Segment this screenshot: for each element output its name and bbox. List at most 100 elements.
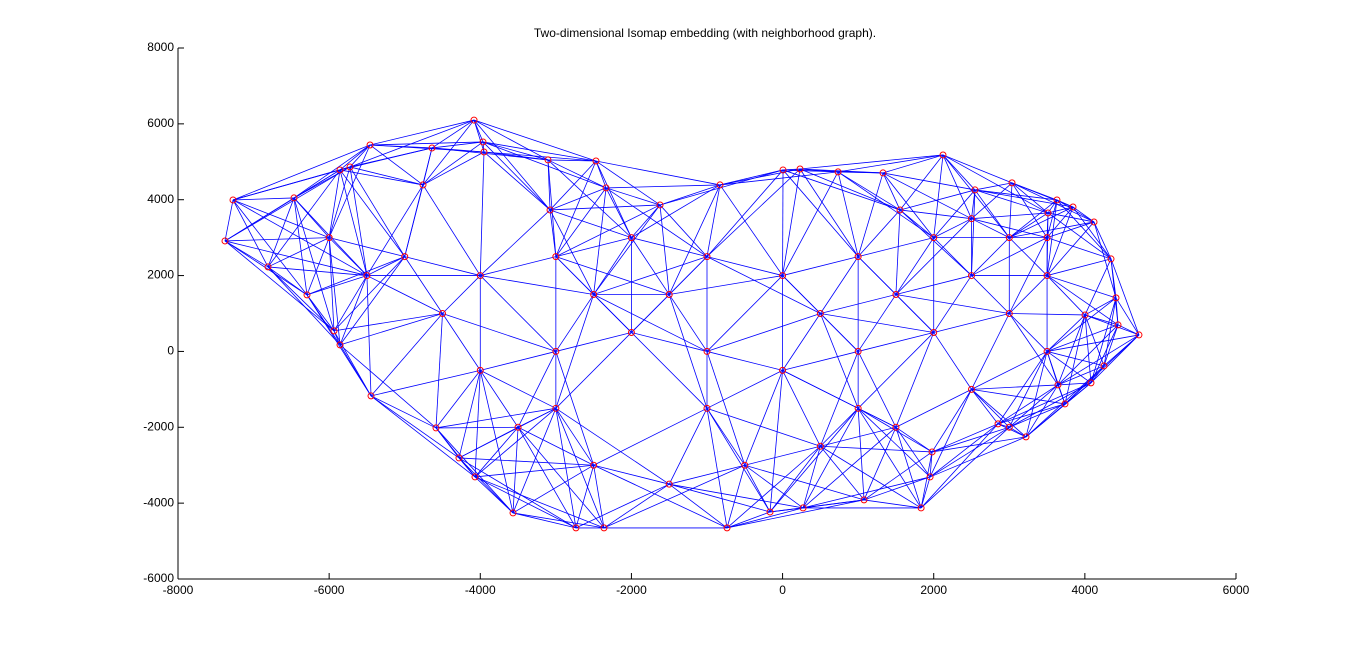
graph-edge (474, 464, 594, 478)
point (1061, 400, 1069, 408)
graph-edge (719, 168, 801, 186)
graph-edge (857, 408, 922, 509)
graph-edge (706, 408, 771, 513)
graph-edge (349, 166, 424, 186)
point (432, 424, 440, 432)
graph-edge (458, 457, 577, 529)
graph-edge (882, 154, 944, 174)
graph-edge (802, 476, 931, 509)
graph-edge (997, 423, 1027, 438)
point (480, 148, 488, 156)
graph-edge (293, 197, 335, 332)
graph-edge (782, 313, 821, 371)
graph-edge (575, 465, 595, 529)
graph-edge (1009, 199, 1058, 238)
point (1005, 423, 1013, 431)
graph-edge (974, 189, 1074, 208)
point (592, 157, 600, 165)
graph-edge (1009, 237, 1048, 276)
graph-edge (631, 184, 721, 238)
point (552, 404, 560, 412)
y-tick-label: 2000 (147, 268, 174, 282)
graph-edge (480, 275, 594, 295)
graph-edge (1025, 351, 1048, 438)
graph-edge (706, 256, 821, 314)
graph-edge (1009, 221, 1095, 239)
graph-edge (920, 426, 1010, 509)
point (439, 310, 446, 317)
graph-edge (224, 240, 335, 332)
graph-edge (668, 184, 721, 295)
y-tick-label: 6000 (147, 116, 174, 130)
graph-edge (706, 184, 721, 257)
graph-edge (782, 169, 859, 257)
graph-edge (895, 209, 901, 295)
graph-edge (942, 154, 1010, 238)
graph-edge (431, 147, 549, 161)
graph-edge (593, 187, 607, 295)
graph-edge (293, 197, 308, 295)
graph-edge (267, 266, 335, 332)
point (1087, 379, 1095, 387)
graph-edge (1046, 351, 1092, 384)
point (854, 347, 862, 355)
point (930, 328, 938, 336)
graph-edge (882, 172, 901, 211)
graph-edge (333, 256, 406, 332)
graph-edge (606, 184, 721, 189)
point (336, 341, 344, 349)
graph-edge (1057, 314, 1086, 386)
graph-edge (366, 256, 405, 276)
graph-edge (422, 151, 485, 186)
graph-edge (474, 427, 519, 478)
graph-edge (769, 408, 859, 513)
point (514, 423, 522, 431)
point (779, 166, 787, 174)
chart-title: Two-dimensional Isomap embedding (with n… (534, 26, 876, 40)
point (1005, 310, 1013, 317)
point (290, 194, 298, 202)
graph-edge (479, 370, 514, 514)
point (1090, 218, 1098, 226)
graph-edge (224, 199, 234, 242)
axes: -8000 -6000 -4000 -2000 0 2000 4000 6000-6000-4… (143, 40, 1249, 597)
graph-edge (971, 182, 1013, 219)
graph-edge (339, 169, 406, 257)
graph-edge (593, 407, 708, 466)
graph-edge (769, 507, 804, 513)
point (471, 473, 479, 481)
graph-edge (863, 476, 931, 501)
graph-edge (929, 423, 999, 478)
graph-edge (517, 427, 605, 529)
point (665, 291, 673, 299)
graph-edge (895, 294, 1010, 314)
graph-edge (339, 169, 424, 186)
point (879, 169, 887, 177)
graph-edge (482, 141, 549, 161)
graph-edge (555, 256, 670, 295)
point (1044, 209, 1052, 217)
graph-edge (971, 237, 1048, 276)
graph-edge (799, 154, 944, 170)
graph-edge (329, 237, 405, 257)
point (479, 138, 487, 146)
graph-edge (267, 266, 367, 276)
graph-edge (369, 119, 475, 146)
graph-edge (306, 294, 341, 346)
point (366, 141, 374, 149)
graph-edge (339, 144, 371, 171)
point (325, 234, 333, 242)
graph-edge (837, 171, 859, 257)
graph-edge (517, 426, 594, 466)
point (892, 291, 900, 299)
point (1043, 347, 1051, 355)
graph-edge (782, 370, 821, 447)
graph-edge (267, 266, 308, 296)
point (1043, 234, 1051, 242)
point (363, 272, 371, 280)
graph-edge (1046, 275, 1117, 299)
point (590, 461, 598, 469)
graph-edge (933, 313, 1010, 333)
point (476, 366, 484, 374)
